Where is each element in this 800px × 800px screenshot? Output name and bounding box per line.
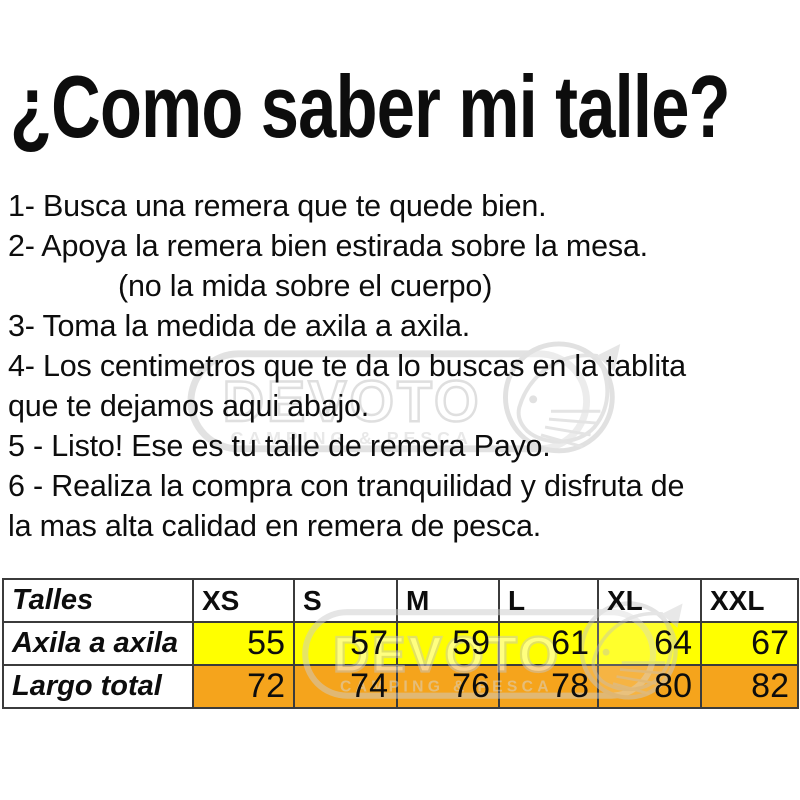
value-cell: 76 bbox=[396, 664, 500, 709]
step-line-4-cont: que te dejamos aqui abajo. bbox=[8, 389, 370, 423]
value-cell: 74 bbox=[293, 664, 398, 709]
value-cell: 82 bbox=[700, 664, 799, 709]
header-cell-m: M bbox=[396, 578, 500, 623]
row-axila-a-axila: Axila a axila 55 57 59 61 64 67 bbox=[2, 621, 799, 666]
header-cell-s: S bbox=[293, 578, 398, 623]
header-cell-xxl: XXL bbox=[700, 578, 799, 623]
row-label: Axila a axila bbox=[2, 621, 194, 666]
size-table: Talles XS S M L XL XXL Axila a axila 55 … bbox=[2, 578, 799, 709]
row-largo-total: Largo total 72 74 76 78 80 82 bbox=[2, 664, 799, 709]
header-cell-xs: XS bbox=[192, 578, 295, 623]
step-line-6-cont: la mas alta calidad en remera de pesca. bbox=[8, 509, 542, 543]
step-line-1: 1- Busca una remera que te quede bien. bbox=[8, 189, 547, 223]
row-label: Largo total bbox=[2, 664, 194, 709]
header-cell-xl: XL bbox=[597, 578, 702, 623]
value-cell: 78 bbox=[498, 664, 599, 709]
value-cell: 64 bbox=[597, 621, 702, 666]
step-line-3: 3- Toma la medida de axila a axila. bbox=[8, 309, 471, 343]
size-table-header-row: Talles XS S M L XL XXL bbox=[2, 578, 799, 623]
value-cell: 67 bbox=[700, 621, 799, 666]
header-cell-l: L bbox=[498, 578, 599, 623]
value-cell: 80 bbox=[597, 664, 702, 709]
value-cell: 61 bbox=[498, 621, 599, 666]
value-cell: 57 bbox=[293, 621, 398, 666]
value-cell: 55 bbox=[192, 621, 295, 666]
value-cell: 59 bbox=[396, 621, 500, 666]
step-line-5: 5 - Listo! Ese es tu talle de remera Pay… bbox=[8, 429, 551, 463]
instruction-steps: 1- Busca una remera que te quede bien. 2… bbox=[8, 186, 686, 546]
step-line-2-note: (no la mida sobre el cuerpo) bbox=[118, 269, 493, 303]
step-line-2: 2- Apoya la remera bien estirada sobre l… bbox=[8, 229, 648, 263]
step-line-6: 6 - Realiza la compra con tranquilidad y… bbox=[8, 469, 685, 503]
header-cell-talles: Talles bbox=[2, 578, 194, 623]
page-title: ¿Como saber mi talle? bbox=[10, 57, 731, 156]
value-cell: 72 bbox=[192, 664, 295, 709]
step-line-4: 4- Los centimetros que te da lo buscas e… bbox=[8, 349, 686, 383]
